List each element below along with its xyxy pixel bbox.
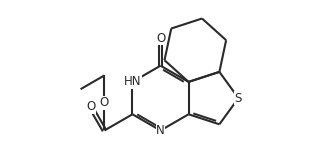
Text: S: S [235,92,242,105]
Text: HN: HN [124,75,141,88]
Text: O: O [100,96,109,110]
Text: N: N [156,124,165,137]
Text: O: O [86,100,95,113]
Text: O: O [156,32,165,45]
